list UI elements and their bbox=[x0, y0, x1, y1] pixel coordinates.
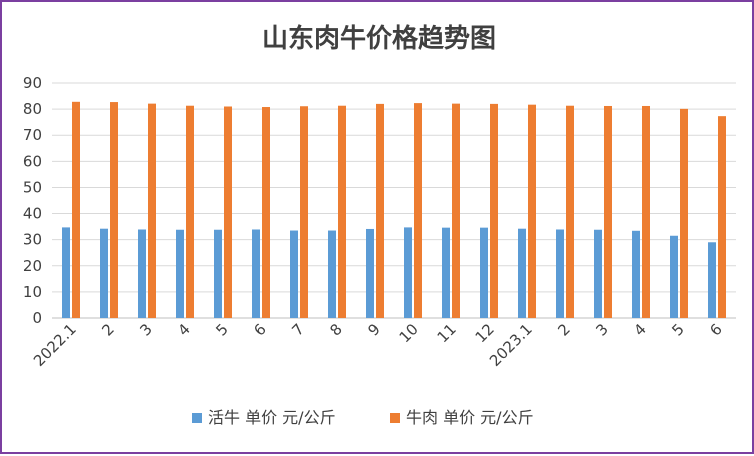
gridlines bbox=[52, 82, 736, 319]
x-tick-label: 4 bbox=[630, 320, 649, 339]
legend-label: 牛肉 单价 元/公斤 bbox=[406, 408, 534, 427]
bar-beef bbox=[148, 103, 156, 318]
bar-live-cattle bbox=[594, 229, 602, 318]
bar-beef bbox=[718, 116, 726, 319]
x-tick-label: 2022.1 bbox=[30, 320, 80, 370]
bar-live-cattle bbox=[138, 229, 146, 318]
x-tick-label: 4 bbox=[174, 320, 193, 339]
x-tick-label: 12 bbox=[472, 320, 498, 346]
bar-beef bbox=[490, 103, 498, 318]
bar-live-cattle bbox=[290, 230, 298, 318]
bar-live-cattle bbox=[328, 230, 336, 318]
bar-live-cattle bbox=[632, 230, 640, 318]
bar-live-cattle bbox=[442, 227, 450, 318]
x-tick-label: 2 bbox=[98, 320, 117, 339]
bar-beef bbox=[566, 105, 574, 318]
y-tick-label: 80 bbox=[23, 100, 42, 118]
bar-live-cattle bbox=[480, 227, 488, 318]
bar-beef bbox=[528, 104, 536, 318]
bar-beef bbox=[452, 103, 460, 318]
bar-beef bbox=[186, 105, 194, 318]
x-tick-label: 2023.1 bbox=[486, 320, 536, 370]
bar-live-cattle bbox=[518, 228, 526, 318]
bar-beef bbox=[604, 105, 612, 318]
bar-live-cattle bbox=[100, 228, 108, 318]
chart-title: 山东肉牛价格趋势图 bbox=[262, 23, 496, 54]
y-tick-label: 0 bbox=[32, 309, 42, 327]
bar-beef bbox=[376, 103, 384, 318]
bar-live-cattle bbox=[176, 229, 184, 318]
x-tick-label: 3 bbox=[136, 320, 155, 339]
bar-live-cattle bbox=[670, 235, 678, 318]
y-tick-label: 20 bbox=[23, 257, 42, 275]
y-tick-label: 60 bbox=[23, 152, 42, 170]
y-tick-label: 10 bbox=[23, 283, 42, 301]
x-tick-label: 11 bbox=[434, 320, 460, 346]
bar-beef bbox=[680, 108, 688, 318]
x-tick-label: 8 bbox=[326, 320, 345, 339]
bar-beef bbox=[224, 106, 232, 318]
bar-beef bbox=[72, 101, 80, 318]
y-tick-label: 90 bbox=[23, 74, 42, 92]
bar-beef bbox=[414, 103, 422, 318]
bar-beef bbox=[110, 102, 118, 318]
bar-beef bbox=[300, 106, 308, 318]
legend-label: 活牛 单价 元/公斤 bbox=[208, 408, 336, 427]
legend: 活牛 单价 元/公斤 牛肉 单价 元/公斤 bbox=[192, 408, 534, 427]
bar-live-cattle bbox=[62, 227, 70, 318]
x-tick-label: 10 bbox=[396, 320, 422, 346]
bar-live-cattle bbox=[252, 229, 260, 318]
y-tick-label: 30 bbox=[23, 231, 42, 249]
x-tick-label: 3 bbox=[592, 320, 611, 339]
legend-swatch bbox=[192, 413, 202, 423]
x-tick-label: 6 bbox=[250, 320, 269, 339]
bar-live-cattle bbox=[708, 242, 716, 318]
x-tick-label: 5 bbox=[212, 320, 231, 339]
bars bbox=[62, 101, 726, 319]
y-tick-label: 50 bbox=[23, 178, 42, 196]
bar-live-cattle bbox=[366, 228, 374, 318]
bar-live-cattle bbox=[404, 227, 412, 318]
bar-beef bbox=[642, 105, 650, 318]
bar-live-cattle bbox=[556, 229, 564, 318]
x-tick-label: 7 bbox=[288, 320, 307, 339]
y-axis-ticks: 0 10 20 30 40 50 60 70 80 90 bbox=[23, 74, 42, 327]
y-tick-label: 40 bbox=[23, 205, 42, 223]
bar-beef bbox=[262, 107, 270, 319]
bar-live-cattle bbox=[214, 229, 222, 318]
x-tick-label: 6 bbox=[706, 320, 725, 339]
y-tick-label: 70 bbox=[23, 126, 42, 144]
bar-beef bbox=[338, 105, 346, 318]
x-tick-label: 5 bbox=[668, 320, 687, 339]
x-tick-label: 9 bbox=[364, 320, 383, 339]
x-tick-label: 2 bbox=[554, 320, 573, 339]
legend-swatch bbox=[390, 413, 400, 423]
